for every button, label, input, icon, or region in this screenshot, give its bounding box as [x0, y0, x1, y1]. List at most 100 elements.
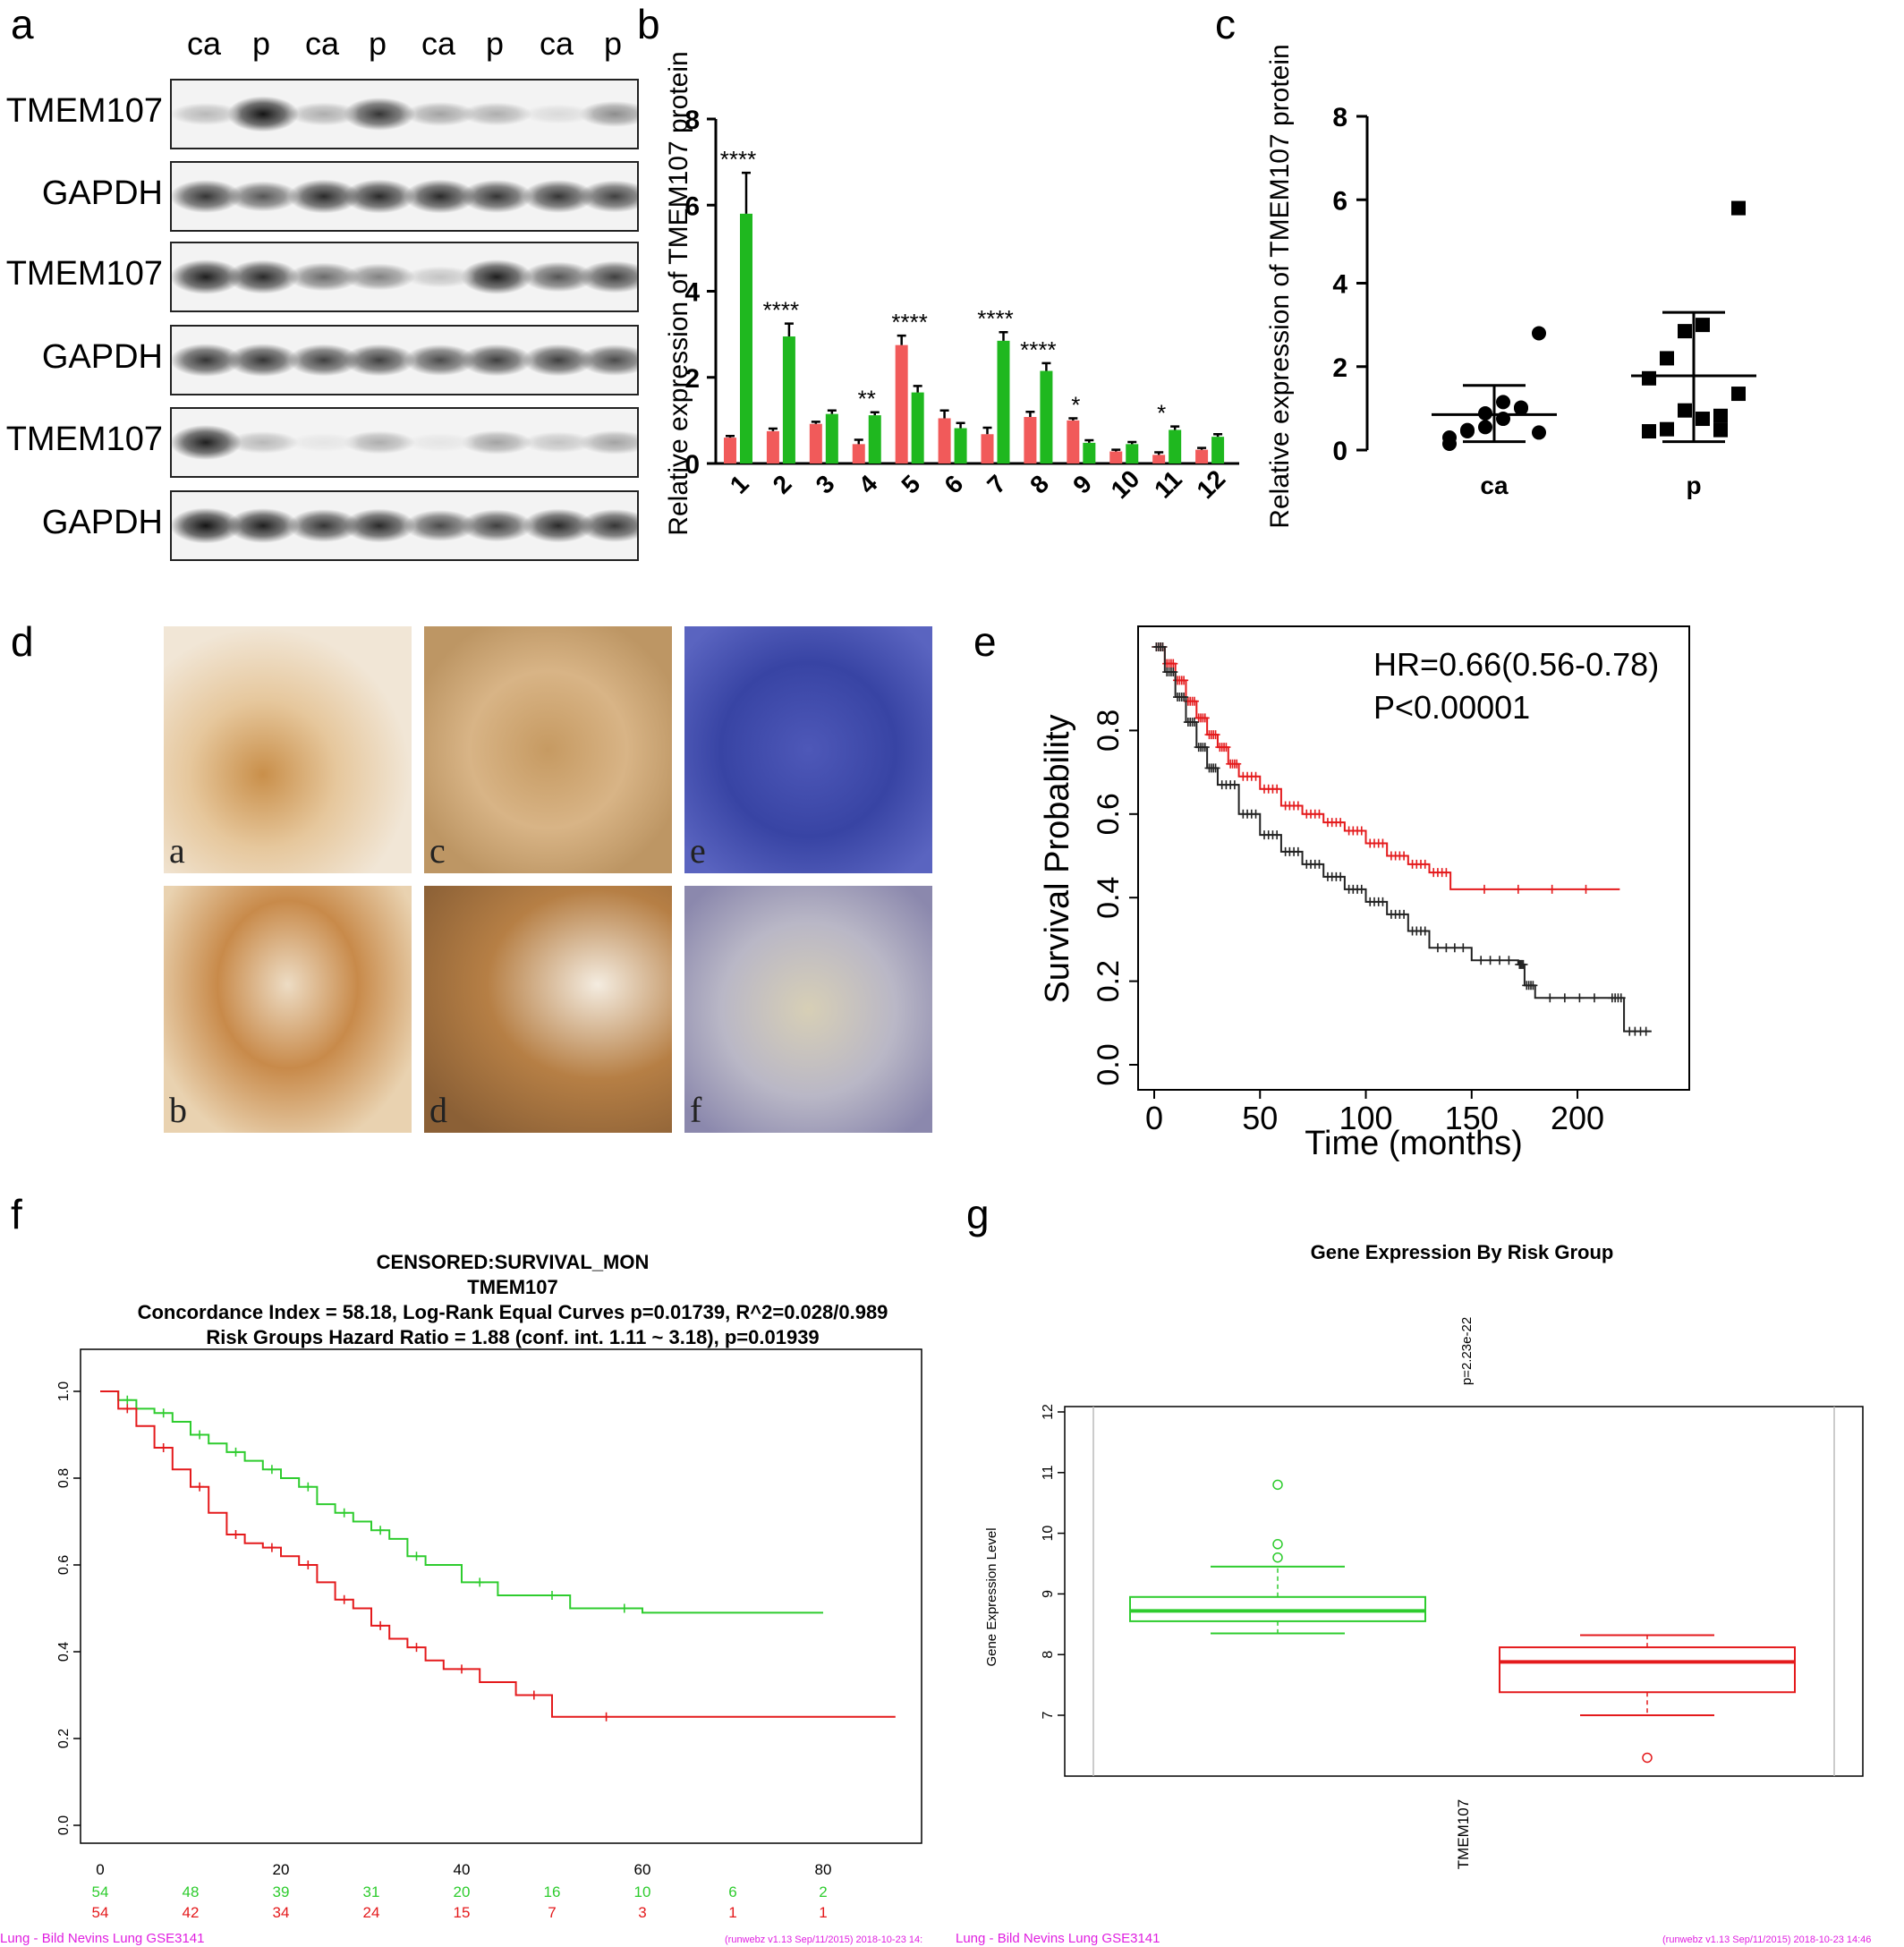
error-bar: [1041, 361, 1051, 371]
censor-mark: [1616, 993, 1626, 1003]
censor-mark: [1518, 959, 1528, 969]
x-category-label: TMEM107: [1455, 1799, 1472, 1869]
y-tick-label: 9: [1041, 1590, 1056, 1598]
outlier-point: [1272, 1539, 1283, 1550]
censor-mark: [1479, 884, 1489, 894]
blot-strip: [170, 490, 639, 561]
censor-mark: [1399, 909, 1409, 919]
x-tick-label: ca: [1480, 472, 1509, 499]
censor-mark: [376, 1526, 386, 1535]
x-tick-label: 80: [815, 1861, 832, 1878]
censor-mark: [1189, 718, 1199, 727]
censor-mark: [1293, 846, 1303, 856]
risk-count-green: 54: [92, 1883, 109, 1900]
x-tick-label: p: [1686, 472, 1701, 499]
x-tick-label: 40: [454, 1861, 471, 1878]
censor-mark: [1441, 943, 1451, 953]
data-point: [1678, 403, 1692, 418]
bar: [825, 413, 838, 463]
footer-left: Lung - Bild Nevins Lung GSE3141: [0, 1931, 204, 1946]
error-bar: [982, 426, 992, 435]
plot-frame: [1137, 625, 1690, 1091]
censor-mark: [1420, 859, 1430, 869]
x-tick-label: 100: [1339, 1100, 1392, 1136]
y-tick-label: 11: [1041, 1465, 1056, 1480]
survival-curve: [100, 1390, 896, 1718]
risk-count-red: 7: [548, 1904, 556, 1921]
lane-label: p: [485, 25, 505, 62]
error-bar: [811, 421, 820, 424]
y-tick-label: 0.0: [1092, 1043, 1126, 1085]
censor-mark: [1336, 871, 1346, 881]
lane-label: ca: [186, 25, 222, 62]
censor-mark: [1560, 993, 1569, 1003]
y-tick-label: 2: [684, 364, 700, 394]
x-tick-label: 150: [1445, 1100, 1499, 1136]
blot-label: GAPDH: [41, 338, 163, 376]
censor-mark: [1441, 868, 1451, 878]
y-tick-label: 7: [1041, 1711, 1056, 1719]
histology-image: f: [684, 886, 932, 1133]
censor-mark: [619, 1603, 629, 1613]
data-point: [1532, 425, 1546, 440]
censor-mark: [1504, 956, 1514, 965]
censor-mark: [601, 1712, 611, 1722]
censor-mark: [1251, 771, 1261, 781]
error-bar: [726, 434, 735, 438]
outlier-point: [1642, 1752, 1653, 1764]
bar: [1083, 442, 1096, 463]
error-bar: [1197, 446, 1207, 450]
y-tick-label: 6: [1332, 186, 1347, 216]
x-tick-label: 50: [1242, 1100, 1278, 1136]
significance-label: *: [1157, 400, 1166, 427]
whisker-cap: [1211, 1565, 1345, 1635]
censor-mark: [1169, 667, 1178, 677]
data-point: [1731, 200, 1746, 216]
error-bar: [1084, 438, 1094, 443]
significance-label: **: [858, 386, 876, 412]
censor-mark: [1211, 730, 1220, 740]
censor-mark: [231, 1447, 241, 1457]
censor-mark: [1179, 676, 1189, 685]
error-bar: [1068, 417, 1078, 421]
panel-e-label: e: [973, 618, 997, 665]
data-point: [1460, 422, 1475, 438]
bar: [1195, 449, 1209, 463]
outlier-point: [1272, 1552, 1283, 1563]
bar: [997, 340, 1010, 463]
censor-mark: [1229, 780, 1239, 790]
censor-mark: [529, 1690, 539, 1700]
bar: [766, 430, 779, 463]
bar: [981, 434, 994, 463]
censor-mark: [1495, 956, 1504, 965]
y-tick-label: 0.0: [56, 1815, 72, 1835]
significance-label: ****: [891, 309, 927, 336]
data-point: [1660, 351, 1674, 366]
lane-label: p: [251, 25, 271, 62]
chart-title: Gene Expression By Risk Group: [1311, 1241, 1614, 1263]
censor-mark: [1189, 696, 1199, 706]
risk-count-green: 31: [363, 1883, 380, 1900]
histology-tag: d: [429, 1090, 447, 1130]
censor-mark: [1336, 818, 1346, 828]
censor-mark: [195, 1482, 205, 1492]
p-annotation: P<0.00001: [1373, 689, 1530, 726]
x-tick-label: 20: [273, 1861, 290, 1878]
footer-right: (runwebz v1.13 Sep/11/2015) 2018-10-23 1…: [1662, 1934, 1871, 1945]
data-point: [1642, 370, 1656, 386]
histology-image: d: [424, 886, 672, 1133]
y-tick-label: 4: [684, 278, 700, 308]
y-tick-label: 8: [684, 106, 700, 135]
y-tick-label: 0.4: [56, 1642, 72, 1662]
histology-image: a: [164, 626, 412, 873]
censor-mark: [1485, 956, 1495, 965]
lane-label: p: [368, 25, 387, 62]
data-point: [1713, 422, 1728, 438]
data-point: [1696, 318, 1710, 333]
y-tick-label: 0: [684, 450, 700, 480]
y-tick-label: 0.2: [56, 1729, 72, 1748]
risk-count-red: 15: [454, 1904, 471, 1921]
y-tick-label: 2: [1332, 353, 1347, 383]
censor-mark: [158, 1408, 168, 1418]
histology-image: e: [684, 626, 932, 873]
